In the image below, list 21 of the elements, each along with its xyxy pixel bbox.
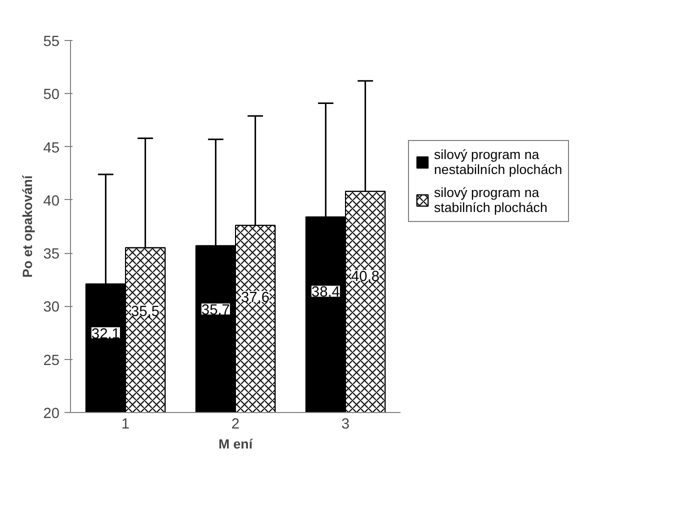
y-axis-title: Po et opakování bbox=[20, 174, 36, 278]
data-label: 35,7 bbox=[201, 302, 230, 319]
x-tick-label: 3 bbox=[341, 416, 350, 432]
y-tick-label: 35 bbox=[43, 246, 60, 263]
x-axis-title: M ení bbox=[218, 436, 254, 452]
data-label: 40,8 bbox=[351, 268, 380, 285]
legend-label: silový program na nestabilních plochách bbox=[434, 147, 562, 177]
y-tick-label: 45 bbox=[43, 140, 60, 156]
y-tick-label: 25 bbox=[43, 352, 60, 369]
y-tick-label: 50 bbox=[43, 87, 60, 104]
y-tick-label: 55 bbox=[43, 34, 60, 50]
y-tick-label: 40 bbox=[43, 193, 60, 210]
y-tick-label: 30 bbox=[43, 300, 60, 316]
x-tick-label: 1 bbox=[121, 416, 130, 432]
data-label: 32,1 bbox=[91, 326, 120, 342]
legend-label: silový program na stabilních plochách bbox=[434, 185, 548, 215]
data-label: 38,4 bbox=[311, 284, 340, 301]
data-label: 35,5 bbox=[131, 304, 160, 320]
y-tick-label: 20 bbox=[43, 406, 60, 422]
x-tick-label: 2 bbox=[231, 416, 240, 432]
data-label: 37,6 bbox=[241, 290, 270, 306]
